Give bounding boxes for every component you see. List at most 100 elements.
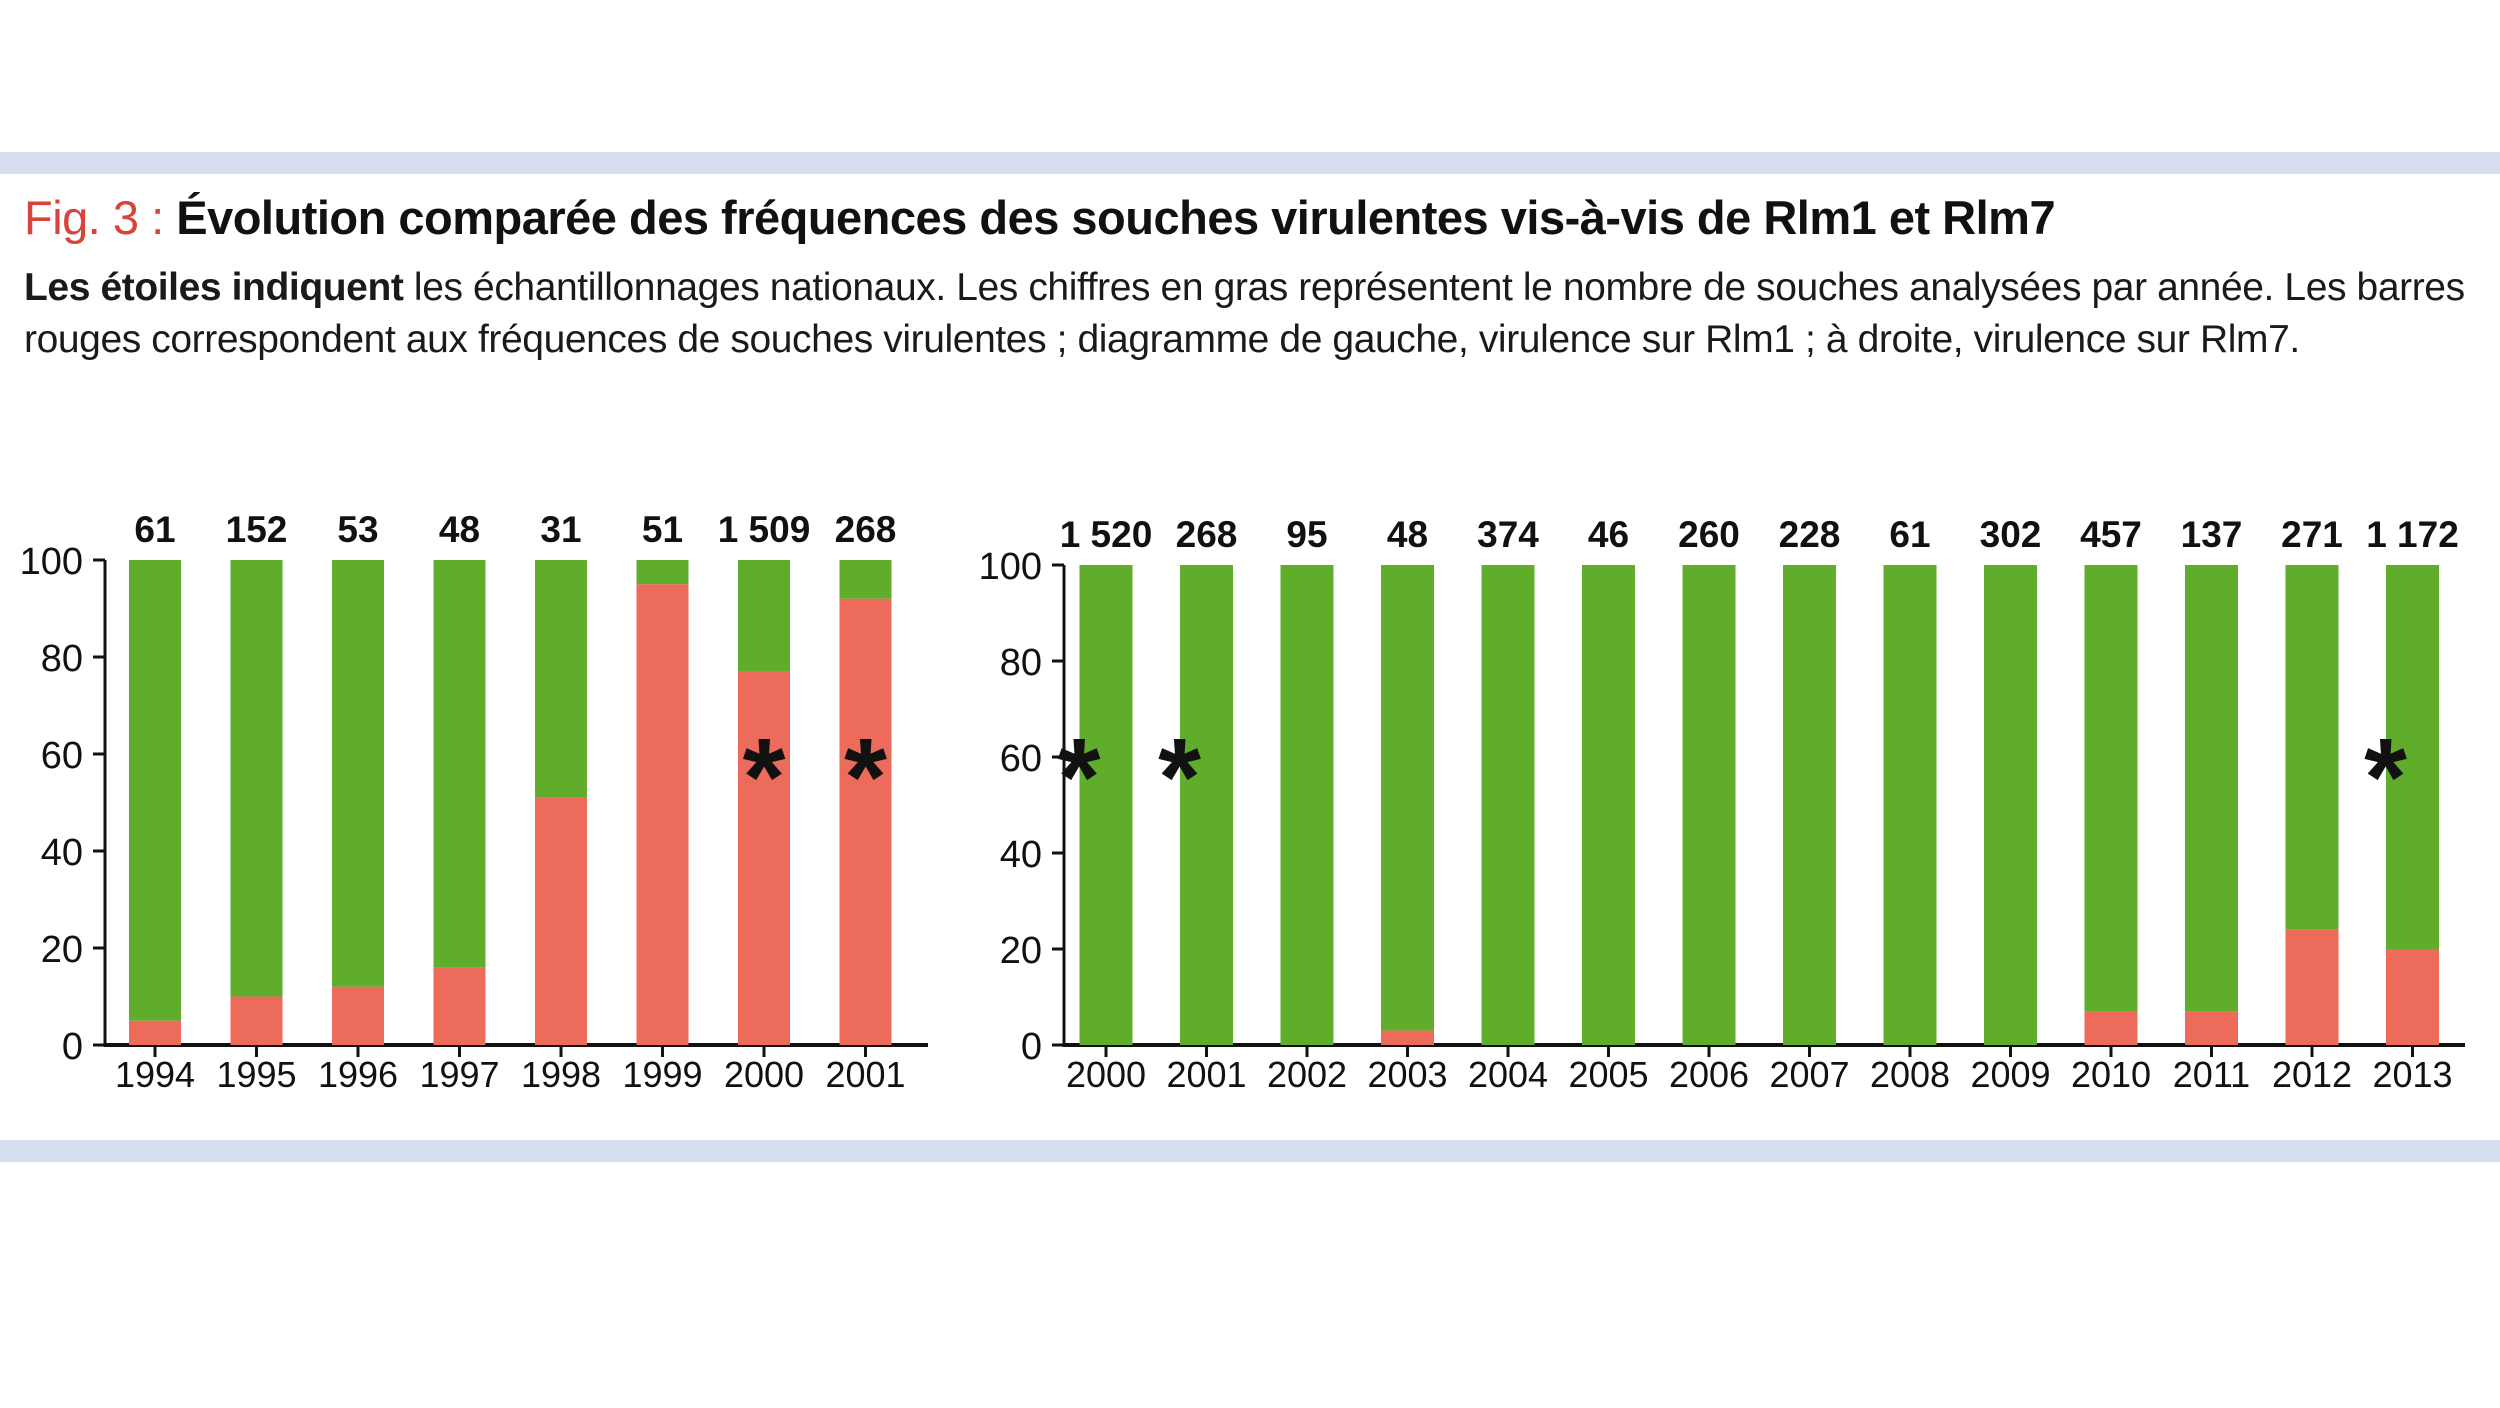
- bar-virulent-2013: [2386, 949, 2439, 1045]
- count-label: 271: [2281, 514, 2343, 555]
- count-label: 48: [439, 509, 480, 550]
- x-tick-label: 2004: [1468, 1054, 1548, 1095]
- x-tick-label: 2000: [724, 1054, 804, 1095]
- bottom-rule: [0, 1140, 2500, 1162]
- figure-title: Fig. 3 : Évolution comparée des fréquenc…: [24, 190, 2056, 245]
- top-rule: [0, 152, 2500, 174]
- count-label: 1 509: [718, 509, 811, 550]
- bar-non-virulent-2005: [1582, 565, 1635, 1045]
- count-label: 61: [134, 509, 175, 550]
- bar-virulent-1998: [535, 797, 587, 1045]
- x-tick-label: 2009: [1970, 1054, 2050, 1095]
- count-label: 1 520: [1060, 514, 1153, 555]
- x-tick-label: 2003: [1367, 1054, 1447, 1095]
- x-tick-label: 2001: [1166, 1054, 1246, 1095]
- y-tick-label: 60: [41, 735, 83, 777]
- caption-bold: Les étoiles indiquent: [24, 266, 404, 309]
- national-sampling-star: *: [743, 716, 786, 839]
- y-tick-label: 0: [1021, 1026, 1042, 1068]
- bar-virulent-1994: [129, 1020, 181, 1045]
- bar-virulent-1999: [636, 584, 689, 1045]
- y-tick-label: 100: [20, 541, 83, 583]
- y-tick-label: 40: [41, 832, 83, 874]
- bar-non-virulent-1997: [433, 560, 486, 968]
- count-label: 228: [1779, 514, 1841, 555]
- count-label: 374: [1477, 514, 1539, 555]
- x-tick-label: 2005: [1568, 1054, 1648, 1095]
- x-tick-label: 2002: [1267, 1054, 1347, 1095]
- count-label: 457: [2080, 514, 2142, 555]
- bar-non-virulent-2011: [2185, 565, 2238, 1012]
- x-tick-label: 2001: [825, 1054, 905, 1095]
- count-label: 302: [1980, 514, 2042, 555]
- y-tick-label: 80: [41, 638, 83, 680]
- count-label: 95: [1286, 514, 1327, 555]
- count-label: 51: [642, 509, 683, 550]
- figure-label: Fig. 3: [24, 191, 139, 244]
- bar-non-virulent-1996: [332, 560, 384, 987]
- count-label: 1 172: [2366, 514, 2459, 555]
- x-tick-label: 2006: [1669, 1054, 1749, 1095]
- caption-text: les échantillonnages nationaux. Les chif…: [24, 266, 2465, 361]
- bar-non-virulent-2008: [1883, 565, 1937, 1045]
- bar-virulent-2011: [2185, 1011, 2238, 1045]
- bar-virulent-1997: [433, 967, 486, 1045]
- bar-non-virulent-2000: [738, 560, 790, 672]
- chart-rlm7: 0 20 40 60 80 100 2000 1 520 * 2001 268 * 2002 95 2003…: [979, 514, 2465, 1095]
- figure-caption: Les étoiles indiquent les échantillonnag…: [24, 262, 2484, 366]
- figure-label-separator: :: [138, 191, 177, 244]
- x-tick-label: 1995: [216, 1054, 296, 1095]
- x-tick-label: 2007: [1769, 1054, 1849, 1095]
- national-sampling-star: *: [1158, 716, 1201, 839]
- x-tick-label: 1999: [622, 1054, 702, 1095]
- bar-non-virulent-2010: [2084, 565, 2138, 1012]
- y-tick-label: 100: [979, 546, 1042, 588]
- bar-virulent-1995: [230, 996, 283, 1045]
- y-tick-label: 40: [1000, 834, 1042, 876]
- bar-non-virulent-1995: [230, 560, 283, 997]
- y-tick-label: 60: [1000, 738, 1042, 780]
- bar-non-virulent-2012: [2285, 565, 2339, 930]
- x-tick-label: 1997: [419, 1054, 499, 1095]
- bar-non-virulent-2013: [2386, 565, 2439, 949]
- national-sampling-star: *: [844, 716, 887, 839]
- national-sampling-star: *: [1058, 716, 1101, 839]
- count-label: 137: [2181, 514, 2243, 555]
- count-label: 53: [337, 509, 378, 550]
- bar-non-virulent-2004: [1481, 565, 1535, 1045]
- bar-virulent-2010: [2084, 1011, 2138, 1045]
- x-tick-label: 2008: [1870, 1054, 1950, 1095]
- bar-non-virulent-2001: [1180, 565, 1233, 1045]
- bar-non-virulent-2002: [1280, 565, 1334, 1045]
- bar-non-virulent-1999: [636, 560, 689, 585]
- national-sampling-star: *: [2364, 716, 2407, 839]
- bar-non-virulent-2003: [1381, 565, 1434, 1031]
- bar-virulent-2000: [738, 671, 790, 1045]
- x-tick-label: 1996: [318, 1054, 398, 1095]
- x-tick-label: 1994: [115, 1054, 195, 1095]
- y-tick-label: 0: [62, 1026, 83, 1068]
- bar-non-virulent-1998: [535, 560, 587, 798]
- x-tick-label: 1998: [521, 1054, 601, 1095]
- x-tick-label: 2011: [2173, 1054, 2250, 1095]
- bar-virulent-2012: [2285, 929, 2339, 1045]
- count-label: 46: [1588, 514, 1629, 555]
- bar-virulent-1996: [332, 986, 384, 1045]
- x-tick-label: 2013: [2372, 1054, 2452, 1095]
- bar-non-virulent-2007: [1783, 565, 1836, 1045]
- count-label: 268: [835, 509, 897, 550]
- bar-non-virulent-2006: [1682, 565, 1736, 1045]
- bar-virulent-2003: [1381, 1030, 1434, 1045]
- bar-non-virulent-1994: [129, 560, 181, 1021]
- count-label: 61: [1889, 514, 1930, 555]
- bar-non-virulent-2000: [1079, 565, 1133, 1045]
- x-tick-label: 2012: [2272, 1054, 2352, 1095]
- bar-virulent-2001: [839, 598, 892, 1045]
- x-tick-label: 2000: [1066, 1054, 1146, 1095]
- y-tick-label: 20: [41, 929, 83, 971]
- count-label: 152: [226, 509, 288, 550]
- count-label: 260: [1678, 514, 1740, 555]
- figure-title-text: Évolution comparée des fréquences des so…: [176, 191, 2056, 244]
- count-label: 48: [1387, 514, 1428, 555]
